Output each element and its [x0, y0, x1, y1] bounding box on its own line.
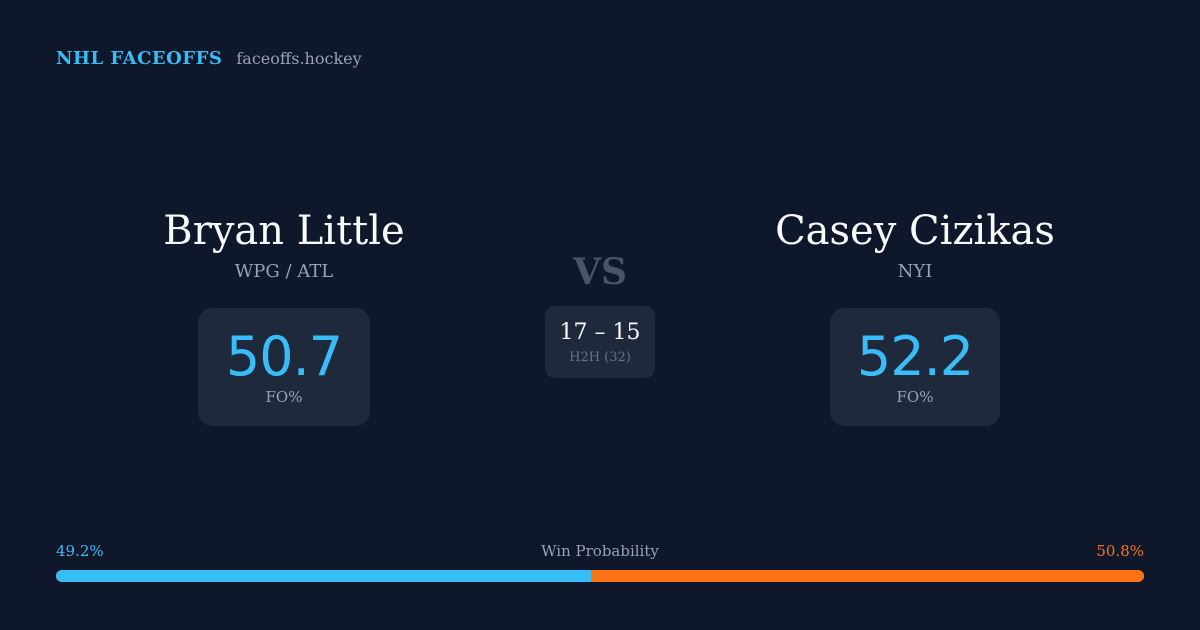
player-right-faceoff-percentage: 52.2	[856, 325, 974, 388]
player-left: Bryan Little WPG / ATL 50.7 FO%	[74, 206, 494, 426]
win-probability-bar-left-fill	[56, 570, 592, 582]
versus-section: VS 17 – 15 H2H (32)	[540, 250, 660, 378]
vs-label: VS	[573, 251, 627, 293]
player-left-team: WPG / ATL	[234, 261, 334, 282]
player-right-team: NYI	[897, 261, 933, 282]
win-probability-labels: 49.2% Win Probability 50.8%	[56, 542, 1144, 564]
head-to-head-card: 17 – 15 H2H (32)	[545, 306, 655, 378]
player-left-faceoff-label: FO%	[265, 388, 303, 406]
brand-domain[interactable]: faceoffs.hockey	[236, 49, 362, 68]
player-right: Casey Cizikas NYI 52.2 FO%	[705, 206, 1125, 426]
player-right-faceoff-label: FO%	[896, 388, 934, 406]
player-left-name: Bryan Little	[163, 208, 405, 254]
win-probability-left-value: 49.2%	[56, 542, 104, 560]
win-probability: 49.2% Win Probability 50.8%	[56, 542, 1144, 582]
brand-header: NHL FACEOFFS faceoffs.hockey	[56, 48, 362, 69]
player-right-faceoff-card: 52.2 FO%	[830, 308, 1000, 426]
head-to-head-label: H2H (32)	[569, 349, 631, 365]
win-probability-title: Win Probability	[541, 542, 659, 560]
player-left-faceoff-card: 50.7 FO%	[198, 308, 370, 426]
head-to-head-score: 17 – 15	[559, 319, 641, 345]
player-right-name: Casey Cizikas	[775, 208, 1055, 254]
player-left-faceoff-percentage: 50.7	[225, 325, 343, 388]
brand-name[interactable]: NHL FACEOFFS	[56, 48, 223, 69]
win-probability-right-value: 50.8%	[1096, 542, 1144, 560]
win-probability-bar	[56, 570, 1144, 582]
win-probability-bar-right-fill	[591, 570, 1144, 582]
